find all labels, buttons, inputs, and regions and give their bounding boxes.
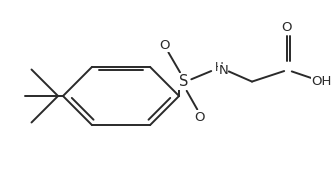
Text: O: O [195, 111, 205, 124]
Text: O: O [159, 39, 169, 52]
Text: N: N [218, 64, 228, 77]
Text: OH: OH [311, 75, 332, 88]
Text: O: O [282, 21, 292, 34]
Text: S: S [179, 74, 189, 89]
Text: H: H [214, 61, 223, 74]
